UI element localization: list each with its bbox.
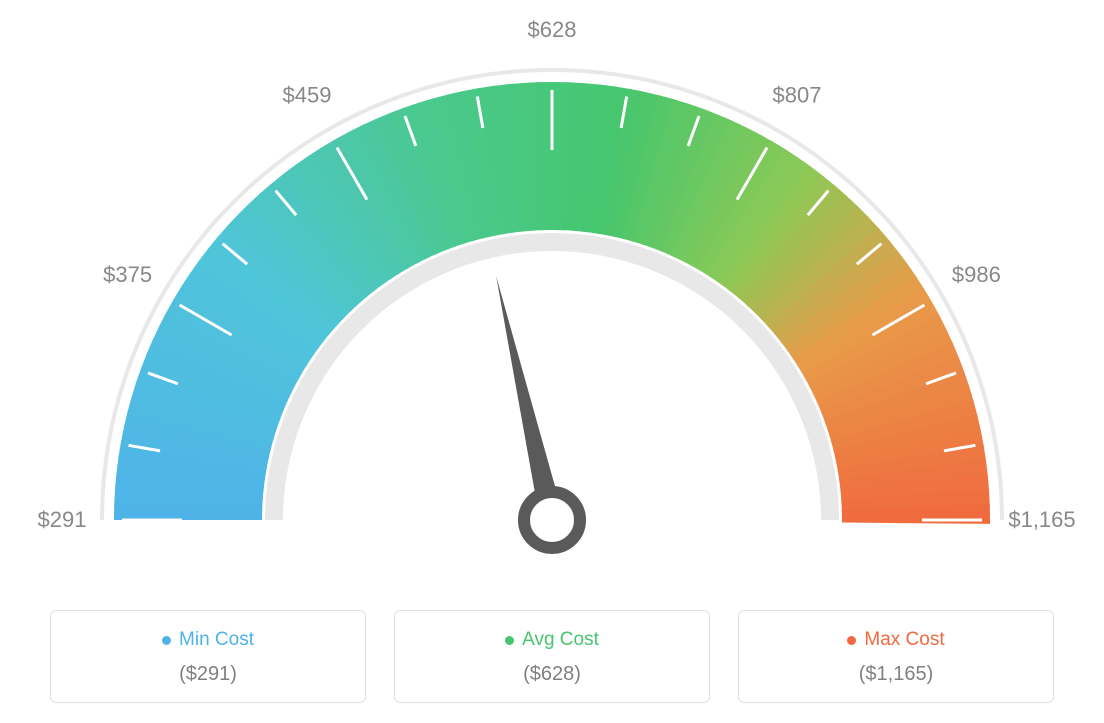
- svg-text:$628: $628: [528, 20, 577, 42]
- gauge-container: $291 $375 $459 $628 $807 $986 $1,165: [20, 20, 1084, 580]
- svg-text:$1,165: $1,165: [1008, 507, 1075, 532]
- legend-label-min: Min Cost: [179, 629, 254, 651]
- svg-text:$459: $459: [283, 83, 332, 108]
- legend-dot-avg: [505, 636, 514, 645]
- legend-dot-min: [162, 636, 171, 645]
- svg-text:$807: $807: [773, 83, 822, 108]
- legend-title-max: Max Cost: [749, 629, 1043, 651]
- legend-value-max: ($1,165): [749, 663, 1043, 686]
- legend-title-avg: Avg Cost: [405, 629, 699, 651]
- legend-title-min: Min Cost: [61, 629, 355, 651]
- legend-card-max: Max Cost ($1,165): [738, 610, 1054, 703]
- legend-card-min: Min Cost ($291): [50, 610, 366, 703]
- legend-value-avg: ($628): [405, 663, 699, 686]
- svg-text:$375: $375: [103, 262, 152, 287]
- legend-row: Min Cost ($291) Avg Cost ($628) Max Cost…: [20, 610, 1084, 703]
- legend-value-min: ($291): [61, 663, 355, 686]
- legend-dot-max: [847, 636, 856, 645]
- legend-label-avg: Avg Cost: [522, 629, 599, 651]
- svg-text:$986: $986: [952, 262, 1001, 287]
- legend-label-max: Max Cost: [864, 629, 944, 651]
- svg-text:$291: $291: [38, 507, 87, 532]
- legend-card-avg: Avg Cost ($628): [394, 610, 710, 703]
- gauge-svg: $291 $375 $459 $628 $807 $986 $1,165: [22, 20, 1082, 580]
